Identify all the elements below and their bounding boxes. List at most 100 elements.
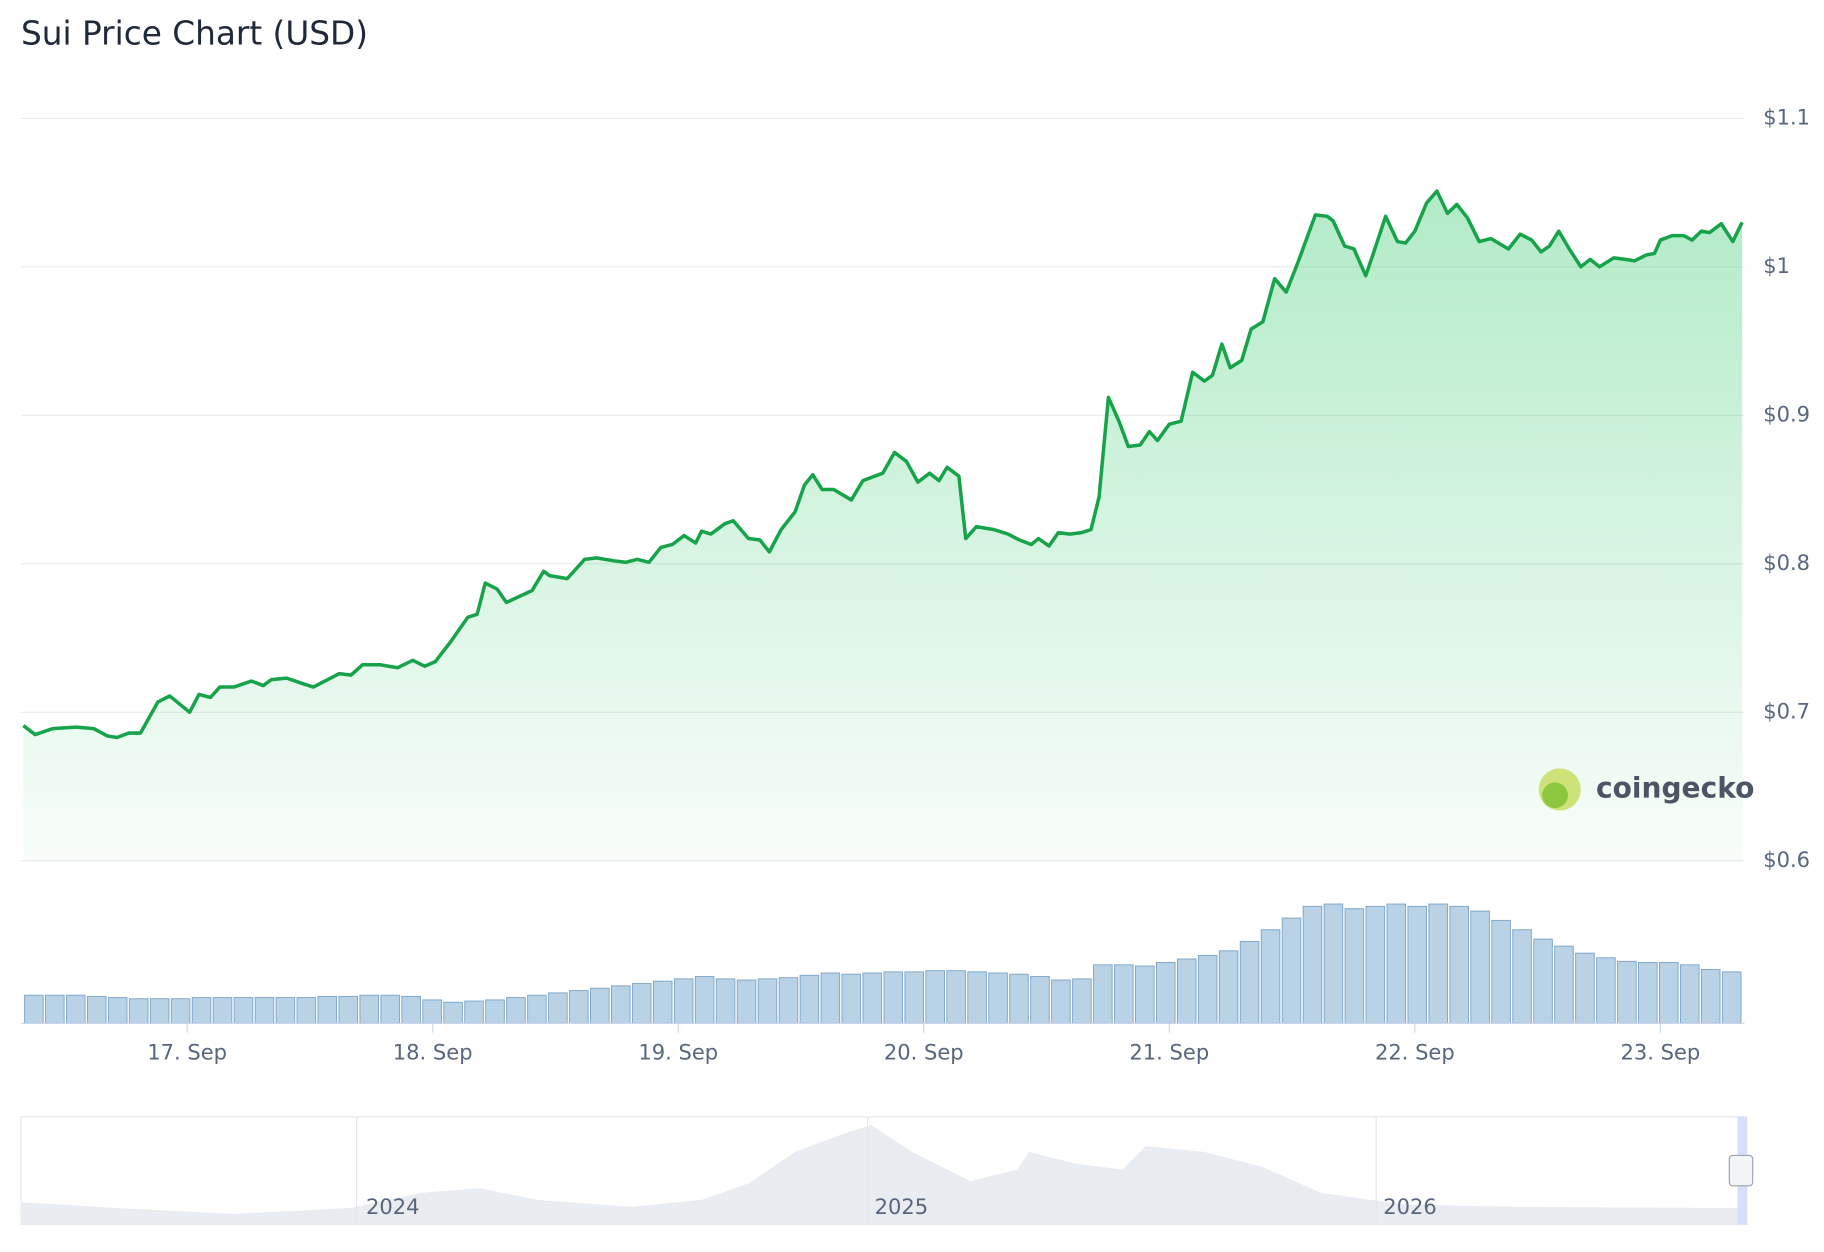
volume-bar (1449, 905, 1469, 1024)
volume-bar (401, 995, 421, 1024)
volume-bar (1072, 978, 1092, 1024)
volume-bar (925, 970, 945, 1024)
volume-bar (254, 997, 275, 1024)
x-tick-label: 20. Sep (884, 1040, 964, 1065)
watermark-logo (1542, 782, 1568, 809)
volume-bar (1051, 979, 1071, 1024)
volume-bar (1407, 905, 1428, 1024)
volume-bar (631, 983, 652, 1024)
volume-bar (569, 990, 589, 1024)
volume-bar (1617, 960, 1637, 1024)
x-tick-label: 17. Sep (147, 1040, 227, 1065)
volume-bar (883, 971, 904, 1024)
volume-bar (548, 992, 568, 1024)
volume-bar (107, 997, 128, 1024)
volume-bar (1575, 952, 1595, 1024)
volume-bar (275, 997, 296, 1024)
x-tick-label: 21. Sep (1129, 1040, 1209, 1065)
volume-bar (380, 994, 400, 1024)
watermark-text: coingecko (1596, 771, 1754, 804)
volume-bar (715, 978, 736, 1024)
x-tick-label: 19. Sep (638, 1040, 718, 1065)
volume-bar (1638, 962, 1658, 1024)
volume-bar (66, 994, 86, 1024)
volume-bar (422, 999, 442, 1024)
volume-bar (967, 971, 987, 1024)
price-line (22, 189, 1744, 740)
volume-bar (1659, 962, 1679, 1024)
volume-bar (1365, 905, 1386, 1024)
navigator-label: 2024 (366, 1194, 420, 1219)
volume-bar (1533, 938, 1553, 1024)
volume-bar (778, 977, 799, 1024)
x-tick-label: 22. Sep (1375, 1040, 1455, 1065)
volume-bar (212, 997, 233, 1024)
volume-bar (338, 995, 359, 1024)
volume-bar (1114, 964, 1134, 1024)
volume-bar (1030, 976, 1050, 1024)
volume-bar (506, 997, 526, 1024)
navigator-handle[interactable] (1728, 1154, 1754, 1187)
volume-bar (1344, 908, 1365, 1024)
volume-bar (1491, 919, 1511, 1024)
volume-bar (45, 994, 65, 1024)
volume-bar (1239, 940, 1260, 1024)
volume-bar (128, 998, 149, 1024)
volume-bar (1093, 964, 1113, 1024)
volume-bar (149, 998, 170, 1024)
y-tick-label: $0.7 (1763, 698, 1810, 723)
volume-bar (841, 973, 862, 1024)
volume-bar (1260, 929, 1281, 1024)
volume-bar (652, 980, 673, 1024)
volume-bar (799, 974, 820, 1024)
volume-bar (1386, 903, 1407, 1024)
volume-bar (1155, 962, 1176, 1024)
volume-bar (1323, 903, 1344, 1024)
volume-bar (1302, 905, 1323, 1024)
volume-bar (946, 970, 966, 1024)
watermark: coingecko (1538, 768, 1754, 811)
volume-bar (1009, 973, 1029, 1024)
volume-bar (296, 997, 317, 1024)
volume-bar (1134, 965, 1155, 1024)
navigator-area (21, 1125, 1738, 1225)
x-tick-label: 23. Sep (1620, 1040, 1700, 1065)
volume-bar (1721, 971, 1742, 1024)
volume-bar (1554, 945, 1574, 1024)
volume-bar (988, 972, 1008, 1024)
navigator: 2024 2025 2026 (20, 1116, 1754, 1225)
volume-bar (485, 999, 505, 1024)
volume-bar (1700, 969, 1721, 1024)
y-tick-label: $1.1 (1763, 104, 1810, 129)
volume-bar (1197, 955, 1218, 1024)
volume-bar (757, 978, 778, 1024)
volume-bar (86, 995, 107, 1024)
navigator-label: 2025 (875, 1194, 929, 1219)
x-tick-label: 18. Sep (393, 1040, 473, 1065)
volume-bar (1470, 910, 1490, 1024)
volume-bar (610, 985, 631, 1024)
volume-bar (1512, 929, 1532, 1024)
volume-bar (191, 997, 212, 1024)
volume-bar (464, 1000, 484, 1024)
volume-bar (820, 972, 841, 1024)
volume-bar (170, 998, 191, 1024)
volume-bar (24, 994, 44, 1024)
volume-bar (317, 995, 338, 1024)
volume-bar (1428, 903, 1449, 1024)
volume-bar (1679, 964, 1700, 1024)
volume-bar (1281, 917, 1302, 1024)
volume-bar (736, 979, 757, 1024)
y-tick-label: $0.8 (1763, 550, 1810, 575)
y-tick-label: $0.6 (1763, 847, 1810, 872)
volume-bar (590, 987, 610, 1024)
navigator-label: 2026 (1383, 1194, 1437, 1219)
volume-bar (904, 971, 924, 1024)
volume-bar (862, 972, 883, 1024)
volume-bar (359, 994, 380, 1024)
y-tick-label: $0.9 (1763, 401, 1810, 426)
volume-bar (694, 976, 715, 1024)
volume-bar (443, 1001, 463, 1024)
volume-bar (1176, 958, 1197, 1024)
volume-bar (1218, 950, 1239, 1024)
